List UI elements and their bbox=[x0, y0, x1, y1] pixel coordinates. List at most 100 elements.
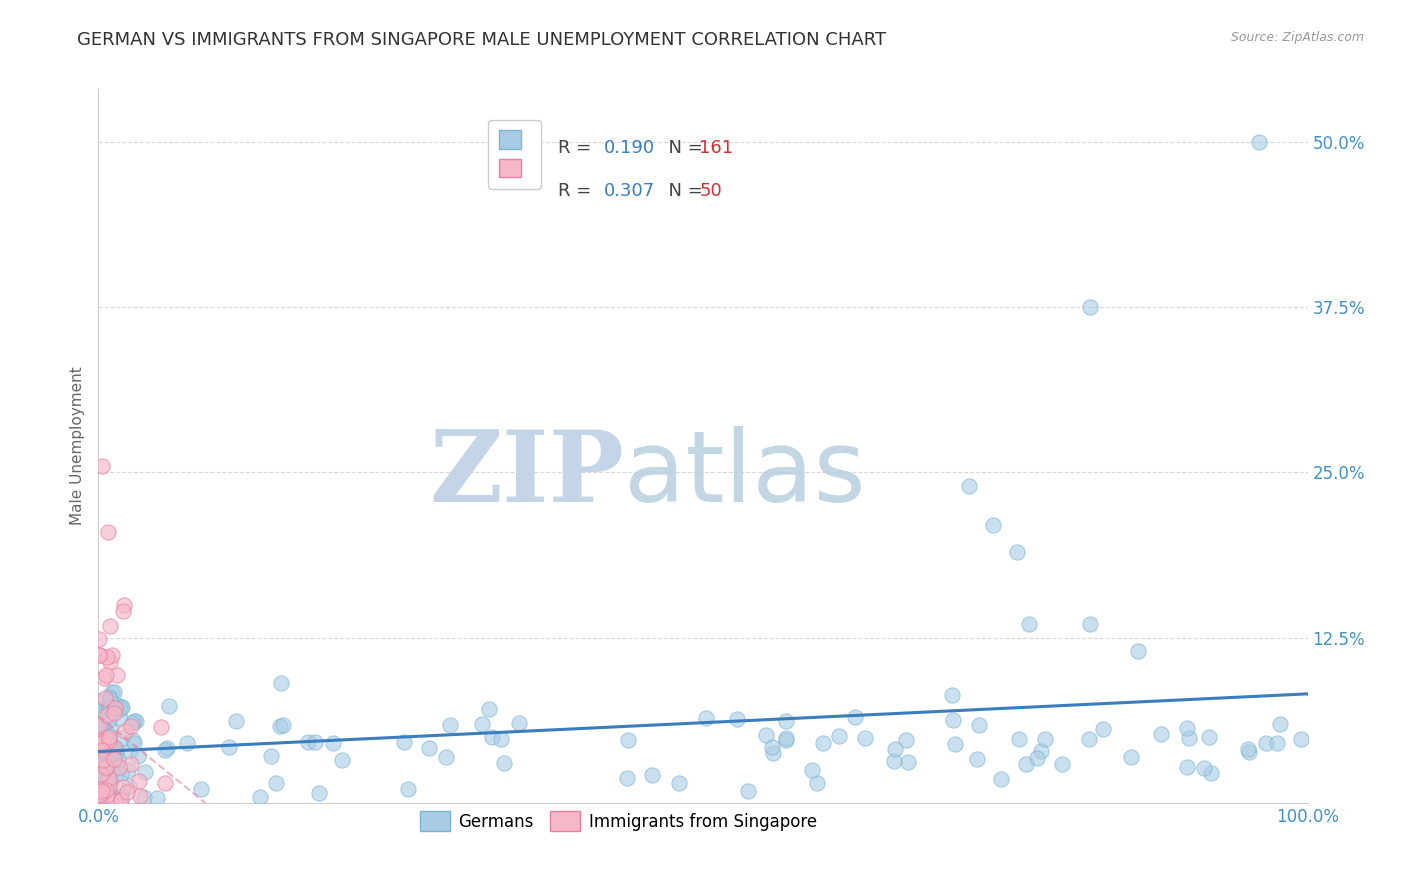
Point bbox=[114, 598, 136, 612]
Point bbox=[115, 785, 138, 799]
Point bbox=[93, 746, 115, 760]
Text: ZIP: ZIP bbox=[429, 426, 624, 523]
Point bbox=[942, 713, 965, 727]
Text: R =: R = bbox=[558, 182, 598, 200]
Point bbox=[103, 740, 125, 755]
Point bbox=[190, 781, 212, 796]
Point bbox=[91, 458, 114, 473]
Point bbox=[1177, 721, 1199, 735]
Point bbox=[97, 780, 120, 794]
Point bbox=[91, 781, 114, 796]
Point bbox=[97, 733, 120, 747]
Point bbox=[108, 793, 131, 807]
Point bbox=[894, 733, 917, 747]
Point bbox=[941, 688, 963, 702]
Point bbox=[1265, 736, 1288, 750]
Point bbox=[269, 719, 291, 733]
Point bbox=[97, 524, 120, 539]
Point bbox=[94, 783, 117, 797]
Point bbox=[145, 790, 167, 805]
Point bbox=[396, 781, 419, 796]
Point bbox=[1175, 760, 1198, 774]
Point bbox=[259, 749, 281, 764]
Point bbox=[439, 718, 461, 732]
Point bbox=[98, 692, 121, 706]
Point bbox=[1078, 731, 1101, 746]
Point bbox=[118, 779, 141, 793]
Point bbox=[1092, 723, 1115, 737]
Point bbox=[1237, 745, 1260, 759]
Point bbox=[89, 764, 111, 778]
Text: 0.190: 0.190 bbox=[603, 139, 655, 157]
Point bbox=[990, 772, 1012, 786]
Point bbox=[100, 743, 122, 757]
Point bbox=[153, 743, 176, 757]
Point bbox=[128, 773, 150, 788]
Point bbox=[89, 648, 111, 663]
Point bbox=[101, 685, 124, 699]
Point bbox=[90, 766, 112, 780]
Point bbox=[1150, 727, 1173, 741]
Point bbox=[478, 702, 501, 716]
Text: GERMAN VS IMMIGRANTS FROM SINGAPORE MALE UNEMPLOYMENT CORRELATION CHART: GERMAN VS IMMIGRANTS FROM SINGAPORE MALE… bbox=[77, 31, 886, 49]
Point bbox=[271, 718, 294, 732]
Point bbox=[111, 604, 134, 618]
Point bbox=[695, 710, 717, 724]
Point bbox=[97, 730, 120, 744]
Point bbox=[1268, 716, 1291, 731]
Point bbox=[89, 763, 111, 777]
Point bbox=[418, 740, 440, 755]
Point bbox=[94, 668, 117, 682]
Point bbox=[755, 727, 778, 741]
Point bbox=[332, 753, 354, 767]
Point bbox=[87, 718, 110, 732]
Point bbox=[1033, 731, 1056, 746]
Point bbox=[94, 753, 117, 767]
Point bbox=[725, 713, 748, 727]
Legend: Germans, Immigrants from Singapore: Germans, Immigrants from Singapore bbox=[413, 805, 824, 838]
Point bbox=[97, 702, 120, 716]
Point bbox=[90, 732, 112, 747]
Point bbox=[1018, 617, 1040, 632]
Point bbox=[128, 789, 150, 803]
Point bbox=[94, 748, 117, 763]
Point bbox=[98, 690, 121, 704]
Point bbox=[392, 735, 415, 749]
Point bbox=[105, 741, 128, 756]
Text: R =: R = bbox=[558, 139, 598, 157]
Point bbox=[249, 790, 271, 805]
Point bbox=[108, 760, 131, 774]
Point bbox=[471, 717, 494, 731]
Point bbox=[91, 767, 114, 781]
Text: atlas: atlas bbox=[624, 426, 866, 523]
Point bbox=[641, 768, 664, 782]
Point bbox=[96, 773, 118, 788]
Point bbox=[118, 744, 141, 758]
Point bbox=[100, 741, 122, 756]
Point bbox=[104, 795, 127, 809]
Point bbox=[1249, 135, 1271, 149]
Point bbox=[91, 733, 114, 747]
Point bbox=[1178, 731, 1201, 746]
Text: 0.307: 0.307 bbox=[603, 182, 655, 200]
Point bbox=[322, 736, 344, 750]
Point bbox=[100, 747, 122, 762]
Point bbox=[87, 648, 110, 662]
Point bbox=[98, 619, 121, 633]
Point bbox=[297, 735, 319, 749]
Point bbox=[806, 776, 828, 790]
Point bbox=[103, 685, 125, 699]
Point bbox=[225, 714, 247, 728]
Point bbox=[94, 742, 117, 756]
Point bbox=[110, 711, 132, 725]
Point bbox=[266, 776, 288, 790]
Point bbox=[91, 754, 114, 768]
Point bbox=[90, 758, 112, 772]
Point bbox=[89, 746, 111, 760]
Point bbox=[87, 740, 110, 755]
Point bbox=[111, 731, 134, 745]
Point bbox=[105, 745, 128, 759]
Point bbox=[111, 699, 134, 714]
Point bbox=[98, 772, 121, 786]
Point bbox=[801, 763, 824, 777]
